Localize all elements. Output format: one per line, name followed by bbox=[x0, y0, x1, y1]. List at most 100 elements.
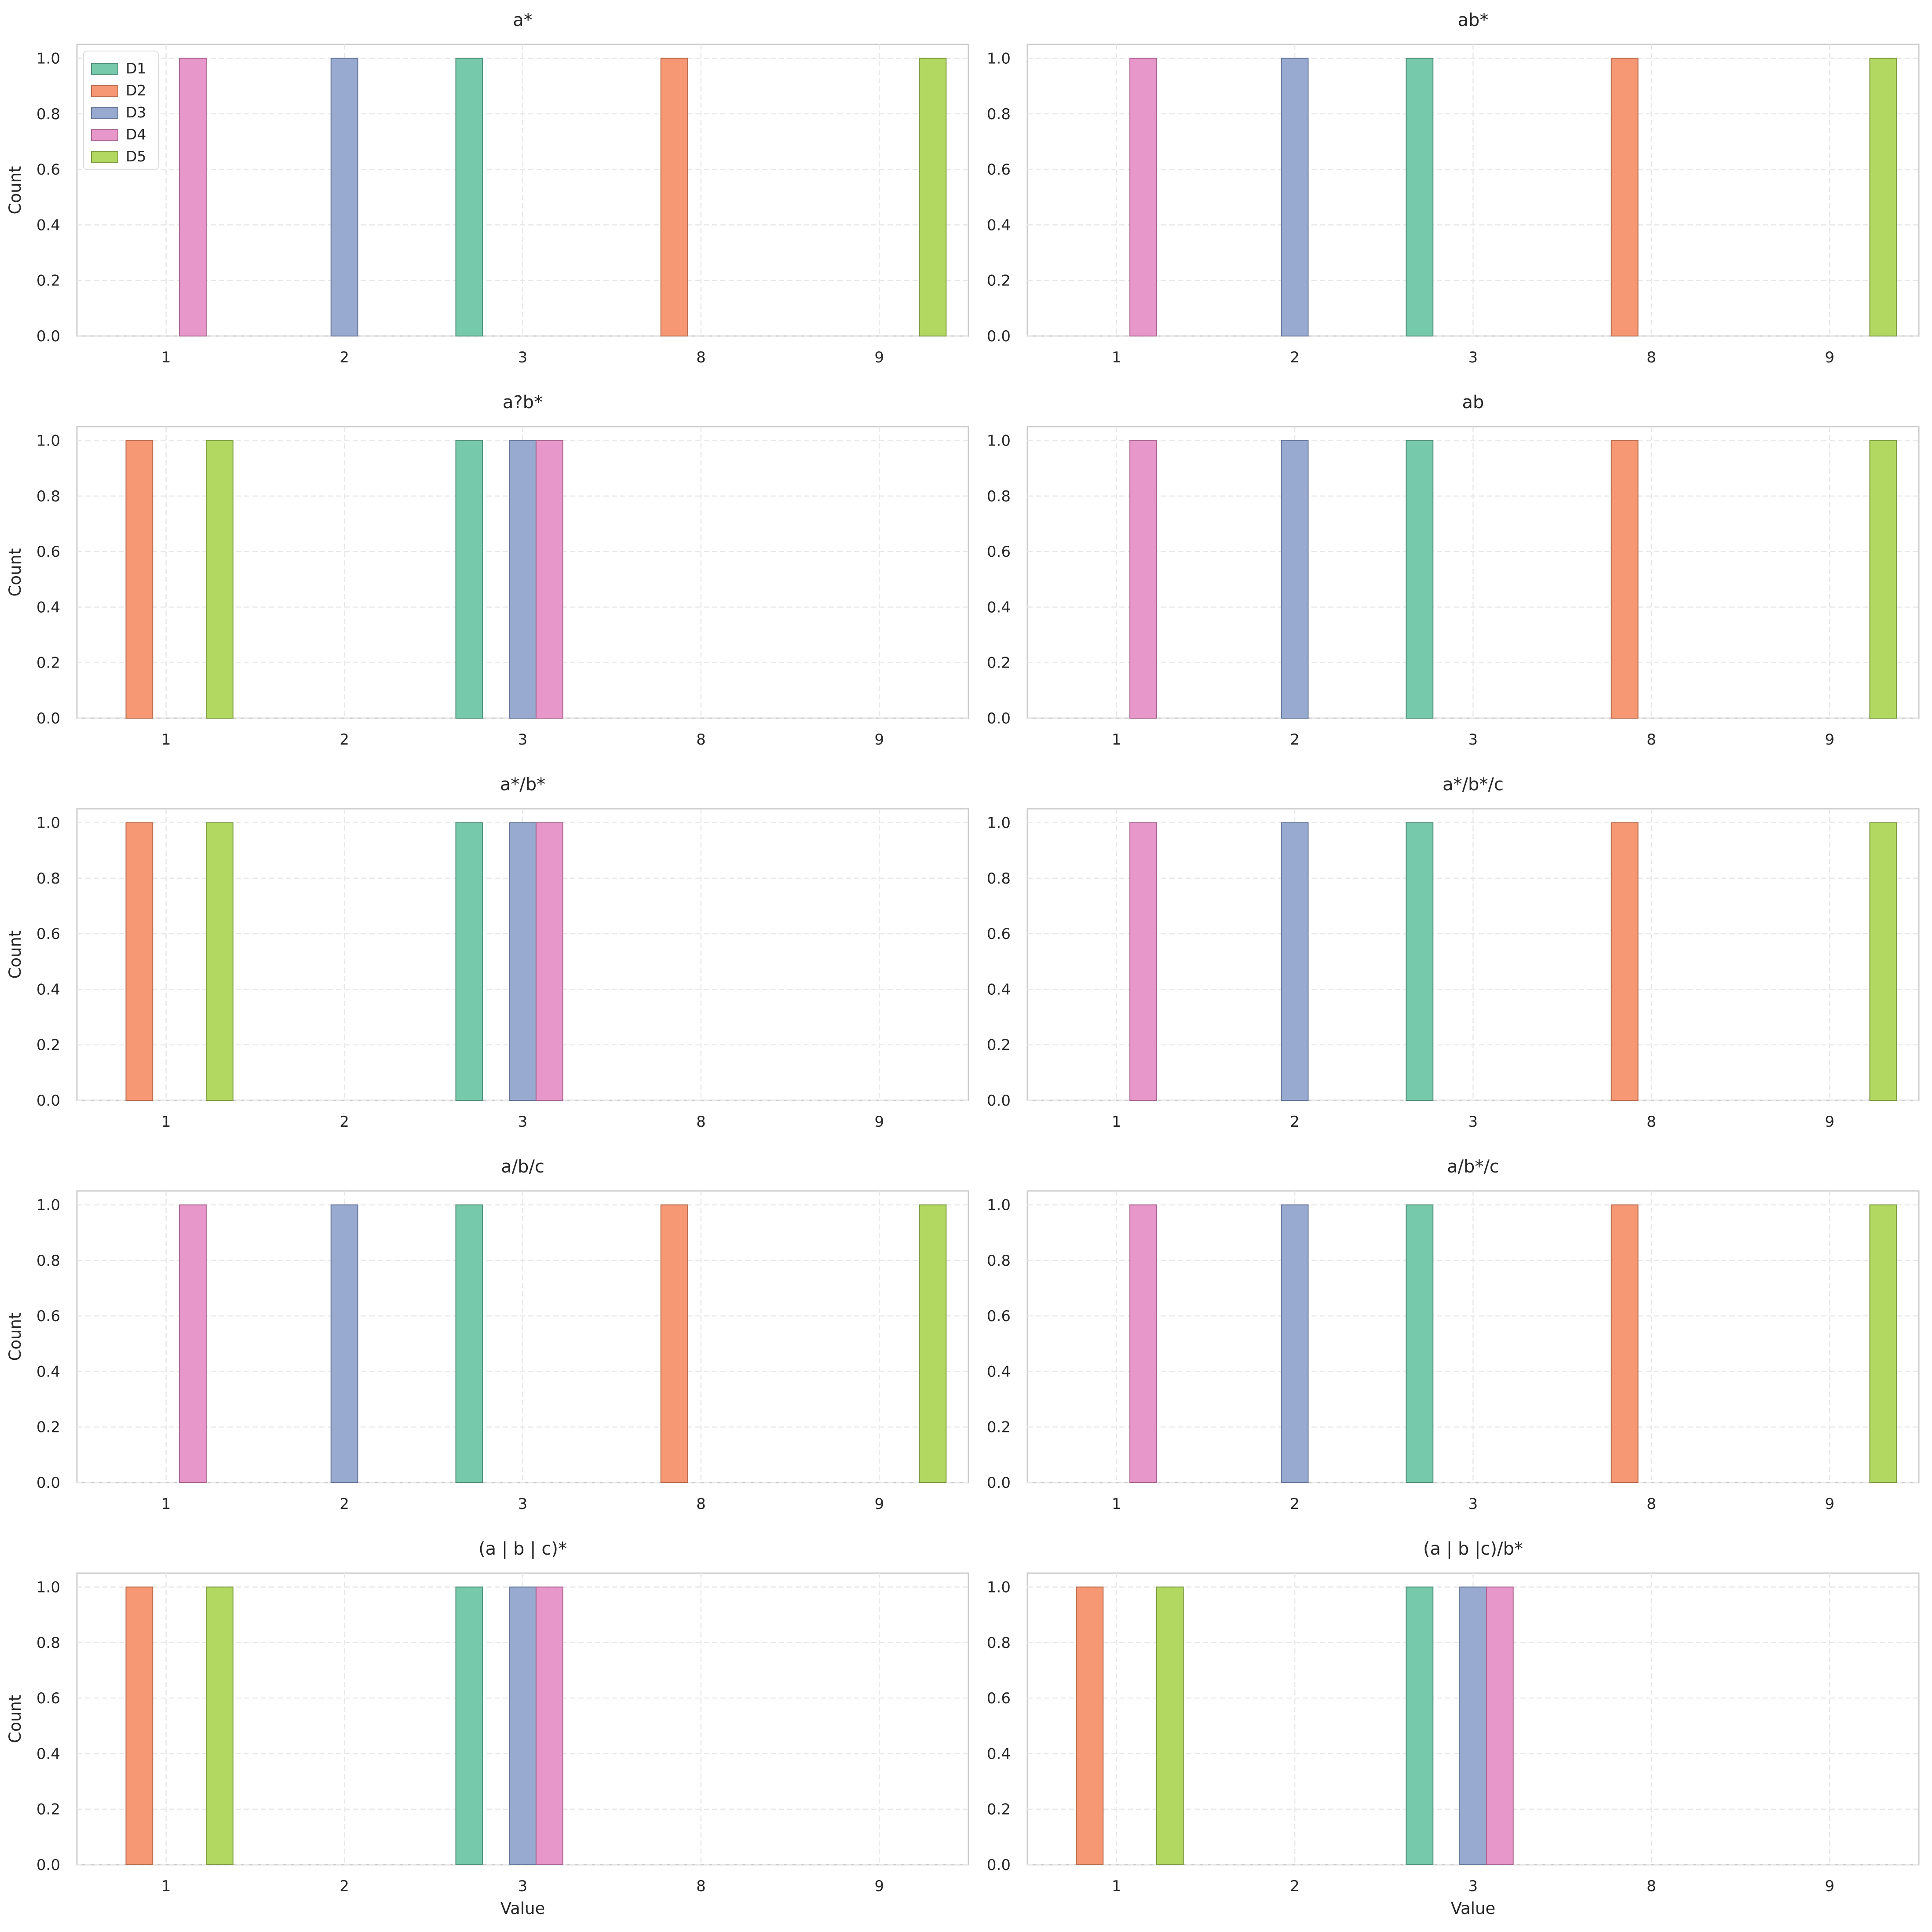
y-tick-label: 0.4 bbox=[987, 1363, 1011, 1381]
x-axis-label: Value bbox=[1451, 1899, 1496, 1918]
x-tick-label: 8 bbox=[696, 1113, 706, 1131]
y-tick-label: 0.8 bbox=[37, 106, 60, 123]
bar-d4-1 bbox=[179, 1204, 207, 1483]
bar-d1-3 bbox=[1406, 440, 1434, 719]
bar-d2-1 bbox=[125, 822, 153, 1101]
y-tick-label: 0.6 bbox=[987, 543, 1011, 561]
bar-d2-1 bbox=[125, 440, 153, 719]
x-tick-label: 3 bbox=[518, 1495, 528, 1513]
x-tick-label: 9 bbox=[1825, 1113, 1834, 1131]
y-tick-label: 0.2 bbox=[37, 1419, 60, 1436]
bar-d1-3 bbox=[455, 1204, 483, 1483]
bar-d2-8 bbox=[1611, 822, 1639, 1101]
y-axis-label: Count bbox=[6, 548, 25, 597]
x-tick-label: 1 bbox=[161, 1877, 171, 1895]
legend-swatch-d1 bbox=[91, 63, 118, 75]
y-tick-label: 0.2 bbox=[37, 1037, 60, 1054]
y-tick-label: 0.6 bbox=[37, 925, 60, 943]
y-tick-label: 0.4 bbox=[37, 216, 60, 234]
x-tick-label: 3 bbox=[518, 1113, 528, 1131]
bar-d3-2 bbox=[1281, 822, 1309, 1101]
bar-d5-9 bbox=[1869, 822, 1897, 1101]
x-tick-label: 8 bbox=[696, 1495, 706, 1513]
y-tick-label: 0.4 bbox=[987, 599, 1011, 616]
x-tick-label: 1 bbox=[1112, 1113, 1121, 1131]
bar-d2-8 bbox=[660, 58, 688, 337]
bar-d3-3 bbox=[509, 1586, 537, 1866]
x-tick-label: 9 bbox=[1825, 349, 1834, 366]
x-tick-label: 3 bbox=[1468, 1495, 1478, 1513]
y-tick-label: 0.8 bbox=[987, 1634, 1011, 1652]
bar-d3-3 bbox=[509, 822, 537, 1101]
subplot-title: (a | b |c)/b* bbox=[1423, 1539, 1523, 1559]
x-tick-label: 8 bbox=[696, 731, 706, 749]
y-tick-label: 0.4 bbox=[37, 599, 60, 616]
bar-d2-8 bbox=[1611, 58, 1639, 337]
bar-d2-1 bbox=[1076, 1586, 1104, 1866]
x-tick-label: 9 bbox=[874, 1877, 884, 1895]
y-tick-label: 0.2 bbox=[987, 272, 1011, 290]
y-tick-label: 0.8 bbox=[987, 870, 1011, 887]
y-tick-label: 0.8 bbox=[37, 870, 60, 887]
y-tick-label: 0.6 bbox=[987, 161, 1011, 179]
subplot-9: 0.0 0.2 0.4 0.6 0.8 1.0 1 2 3 8 9 (a | b | c)* Count… bbox=[6, 1539, 969, 1918]
x-tick-label: 8 bbox=[696, 1877, 706, 1895]
y-tick-label: 0.2 bbox=[987, 1801, 1011, 1819]
subplot-6: 0.0 0.2 0.4 0.6 0.8 1.0 1 2 3 8 9 a*/b*/c bbox=[987, 774, 1920, 1131]
bar-d5-9 bbox=[919, 1204, 947, 1483]
x-tick-label: 2 bbox=[1290, 349, 1300, 366]
y-tick-label: 1.0 bbox=[987, 1579, 1011, 1596]
bar-d5-9 bbox=[1869, 440, 1897, 719]
legend-swatch-d4 bbox=[91, 129, 118, 141]
subplot-title: ab* bbox=[1458, 10, 1489, 30]
x-tick-label: 1 bbox=[161, 731, 171, 749]
bar-d3-3 bbox=[509, 440, 537, 719]
subplot-4: 0.0 0.2 0.4 0.6 0.8 1.0 1 2 3 8 9 ab bbox=[987, 392, 1920, 749]
x-tick-label: 3 bbox=[1468, 1877, 1478, 1895]
bar-d3-2 bbox=[1281, 440, 1309, 719]
y-tick-label: 1.0 bbox=[987, 50, 1011, 68]
x-tick-label: 3 bbox=[1468, 731, 1478, 749]
y-tick-label: 0.0 bbox=[987, 1856, 1011, 1874]
subplot-3: 0.0 0.2 0.4 0.6 0.8 1.0 1 2 3 8 9 a?b* Count bbox=[6, 392, 969, 749]
bar-d1-3 bbox=[455, 440, 483, 719]
bar-d2-8 bbox=[1611, 1204, 1639, 1483]
x-tick-label: 2 bbox=[1290, 1495, 1300, 1513]
subplot-2: 0.0 0.2 0.4 0.6 0.8 1.0 1 2 3 8 9 ab* bbox=[987, 10, 1920, 366]
x-tick-label: 2 bbox=[340, 1495, 349, 1513]
y-tick-label: 0.4 bbox=[37, 1363, 60, 1381]
x-tick-label: 1 bbox=[161, 349, 171, 366]
bar-d2-8 bbox=[1611, 440, 1639, 719]
bar-d5-9 bbox=[1869, 58, 1897, 337]
subplot-title: a/b*/c bbox=[1447, 1157, 1499, 1177]
bar-d4-1 bbox=[1129, 58, 1157, 337]
y-tick-label: 0.2 bbox=[987, 654, 1011, 672]
y-tick-label: 1.0 bbox=[987, 1197, 1011, 1214]
y-tick-label: 0.2 bbox=[987, 1037, 1011, 1054]
subplot-title: ab bbox=[1462, 392, 1484, 413]
bar-d1-3 bbox=[455, 58, 483, 337]
x-tick-label: 2 bbox=[340, 731, 349, 749]
x-tick-label: 1 bbox=[1112, 731, 1121, 749]
bar-d5-9 bbox=[919, 58, 947, 337]
legend-label-d3: D3 bbox=[126, 104, 146, 121]
bar-d1-3 bbox=[455, 1586, 483, 1866]
y-tick-label: 0.2 bbox=[37, 1801, 60, 1819]
legend-label-d1: D1 bbox=[126, 60, 146, 77]
y-tick-label: 0.4 bbox=[37, 1745, 60, 1763]
y-tick-label: 0.8 bbox=[987, 488, 1011, 505]
bar-d2-8 bbox=[660, 1204, 688, 1483]
x-tick-label: 8 bbox=[1647, 349, 1656, 366]
y-tick-label: 1.0 bbox=[987, 432, 1011, 450]
y-tick-label: 1.0 bbox=[37, 1197, 60, 1214]
subplot-8: 0.0 0.2 0.4 0.6 0.8 1.0 1 2 3 8 9 a/b*/c bbox=[987, 1157, 1920, 1513]
bar-d4-1 bbox=[179, 58, 207, 337]
x-tick-label: 8 bbox=[1647, 1113, 1656, 1131]
y-tick-label: 0.2 bbox=[987, 1419, 1011, 1436]
x-tick-label: 9 bbox=[1825, 731, 1834, 749]
y-tick-label: 0.6 bbox=[987, 1307, 1011, 1325]
legend-label-d5: D5 bbox=[126, 148, 146, 165]
x-tick-label: 8 bbox=[696, 349, 706, 366]
x-tick-label: 3 bbox=[518, 731, 528, 749]
bar-d5-1 bbox=[205, 440, 234, 719]
